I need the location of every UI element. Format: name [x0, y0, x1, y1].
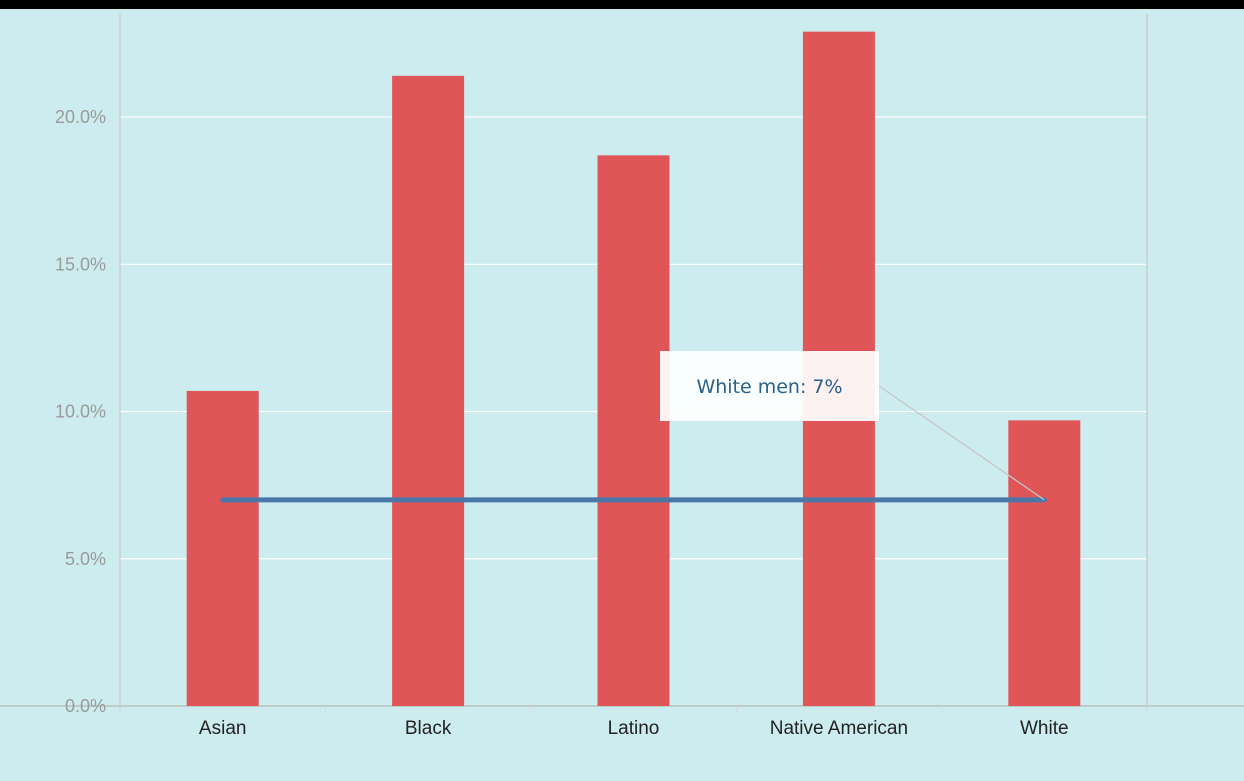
y-tick-label: 20.0%: [55, 107, 106, 127]
x-tick-label: Black: [405, 718, 452, 739]
annotation-group: White men: 7%: [660, 351, 1045, 501]
bars: [186, 31, 1081, 707]
y-tick-label: 5.0%: [65, 549, 106, 569]
bar-white: [1008, 420, 1081, 706]
y-tick-label: 15.0%: [55, 254, 106, 274]
bar-black: [392, 75, 465, 706]
top-border-bar: [0, 0, 1244, 9]
x-tick-label: Native American: [770, 718, 908, 739]
y-tick-label: 10.0%: [55, 402, 106, 422]
x-tick-label: Asian: [199, 718, 247, 739]
annotation-label: White men: 7%: [696, 376, 842, 398]
x-tick-label: Latino: [608, 718, 660, 739]
bar-asian: [186, 390, 259, 706]
annotation-leader-line: [878, 385, 1045, 501]
tick-labels: 0.0% 5.0% 10.0% 15.0% 20.0% Asian Black Latino N…: [55, 107, 1069, 739]
y-tick-label: 0.0%: [65, 696, 106, 716]
x-tick-label: White: [1020, 718, 1069, 739]
annotation-box: [660, 351, 879, 421]
bar-latino: [597, 155, 670, 707]
